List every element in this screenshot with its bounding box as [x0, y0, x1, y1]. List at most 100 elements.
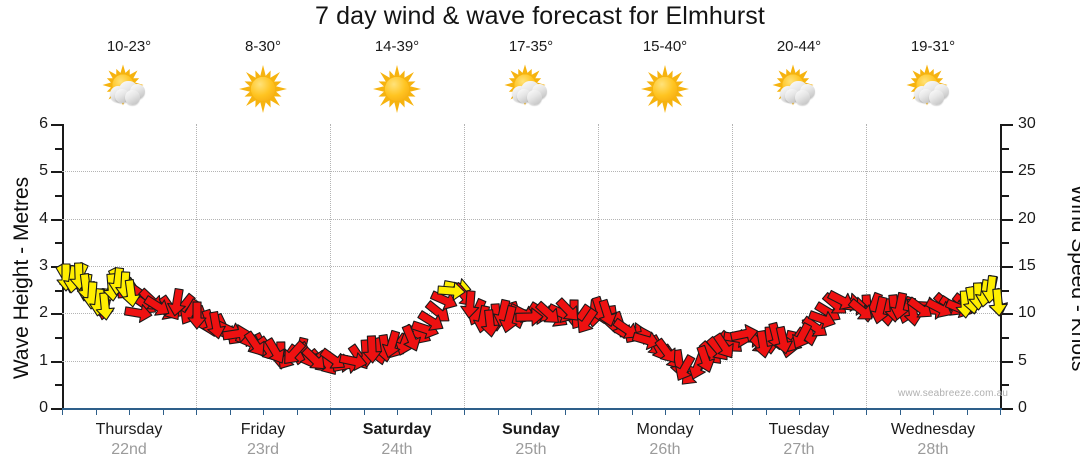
x-axis-tick: [631, 408, 633, 415]
x-axis-tick: [229, 408, 231, 415]
day-header: 19-31°: [866, 38, 1000, 124]
x-axis-tick: [966, 408, 968, 415]
axis-tick: [1002, 289, 1009, 292]
day-footer: Friday 23rd: [196, 420, 330, 460]
axis-tick: [51, 218, 62, 221]
day-name: Wednesday: [890, 421, 976, 438]
temperature-range: 17-35°: [508, 38, 554, 55]
axis-tick-label: 0: [1018, 399, 1027, 416]
x-axis-tick: [330, 408, 331, 415]
axis-tick: [1002, 266, 1013, 268]
gridline-vertical: [866, 124, 867, 408]
temperature-range: 10-23°: [106, 38, 152, 55]
x-axis-tick: [263, 408, 264, 415]
y-axis-right: [1000, 124, 1002, 408]
x-axis-tick: [363, 408, 365, 415]
axis-tick: [1002, 242, 1009, 245]
axis-tick: [55, 384, 62, 387]
x-axis-tick: [799, 408, 800, 415]
x-axis-tick: [832, 408, 834, 415]
x-axis-tick: [933, 408, 934, 415]
axis-tick: [1002, 360, 1013, 363]
axis-tick-label: 20: [1018, 209, 1036, 227]
x-axis-tick: [129, 408, 130, 415]
day-header: 17-35°: [464, 38, 598, 124]
sunny-icon: [368, 61, 426, 117]
x-axis-tick: [899, 408, 901, 415]
day-footer: Saturday 24th: [330, 420, 464, 460]
axis-tick-label: 4: [39, 209, 48, 227]
day-name: Sunday: [502, 421, 560, 438]
gridline-horizontal: [62, 171, 1000, 173]
x-axis-tick: [296, 408, 298, 415]
gridline-vertical: [598, 124, 599, 408]
axis-tick: [51, 360, 62, 363]
day-header: 15-40°: [598, 38, 732, 124]
day-name: Monday: [636, 421, 694, 438]
day-footer: Sunday 25th: [464, 420, 598, 460]
axis-tick: [51, 266, 62, 268]
axis-tick: [1002, 384, 1009, 387]
weather-icon: [732, 61, 866, 119]
temperature-range: 19-31°: [910, 38, 956, 55]
sunny-icon: [234, 61, 292, 117]
axis-tick: [55, 195, 62, 197]
weather-icon: [598, 61, 732, 119]
weather-icon: [196, 61, 330, 119]
axis-tick: [55, 337, 62, 339]
axis-tick: [55, 242, 62, 245]
temperature-range: 20-44°: [776, 38, 822, 55]
day-name: Saturday: [362, 421, 432, 438]
x-axis-tick: [732, 408, 733, 415]
temperature-range: 15-40°: [642, 38, 688, 55]
x-axis-tick: [1000, 408, 1001, 415]
x-axis-tick: [397, 408, 398, 415]
day-footer: Monday 26th: [598, 420, 732, 460]
x-axis-tick: [430, 408, 432, 415]
y-axis-right-title: Wind Speed - Knots: [1067, 184, 1080, 372]
day-footer: Tuesday 27th: [732, 420, 866, 460]
partly-cloudy-icon: [100, 61, 158, 117]
x-axis-tick: [665, 408, 666, 415]
x-axis-tick: [866, 408, 867, 415]
x-axis-tick: [531, 408, 532, 415]
day-header: 20-44°: [732, 38, 866, 124]
axis-tick: [1002, 147, 1009, 150]
x-axis-tick: [564, 408, 566, 415]
day-header: 14-39°: [330, 38, 464, 124]
axis-tick: [51, 124, 62, 126]
axis-tick-label: 6: [39, 115, 48, 132]
day-header: 10-23°: [62, 38, 196, 124]
day-name: Friday: [240, 421, 286, 438]
axis-tick-label: 3: [39, 257, 48, 274]
x-axis-tick: [497, 408, 499, 415]
axis-tick-label: 25: [1018, 162, 1036, 180]
gridline-vertical: [464, 124, 465, 408]
gridline-horizontal: [62, 360, 1000, 362]
weather-icon: [866, 61, 1000, 119]
day-name: Thursday: [95, 421, 163, 438]
day-date: 25th: [515, 441, 547, 458]
x-axis-tick: [196, 408, 197, 415]
day-footer: Thursday 22nd: [62, 420, 196, 460]
gridline-vertical: [196, 124, 197, 408]
x-axis-tick: [62, 408, 63, 415]
day-date: 28th: [917, 441, 949, 458]
weather-icon: [62, 61, 196, 119]
x-axis-tick: [598, 408, 599, 415]
axis-tick: [1002, 171, 1013, 174]
sunny-icon: [636, 61, 694, 117]
day-date: 22nd: [111, 441, 147, 458]
day-name: Tuesday: [768, 421, 830, 438]
axis-tick: [51, 313, 62, 316]
x-axis-tick: [464, 408, 465, 415]
temperature-range: 8-30°: [244, 38, 282, 55]
x-axis-tick: [698, 408, 700, 415]
axis-tick-label: 1: [39, 351, 48, 369]
axis-tick: [55, 147, 62, 150]
partly-cloudy-icon: [770, 61, 828, 117]
watermark: www.seabreeze.com.au: [898, 388, 1009, 399]
gridline-vertical: [732, 124, 733, 408]
axis-tick: [1002, 408, 1013, 410]
